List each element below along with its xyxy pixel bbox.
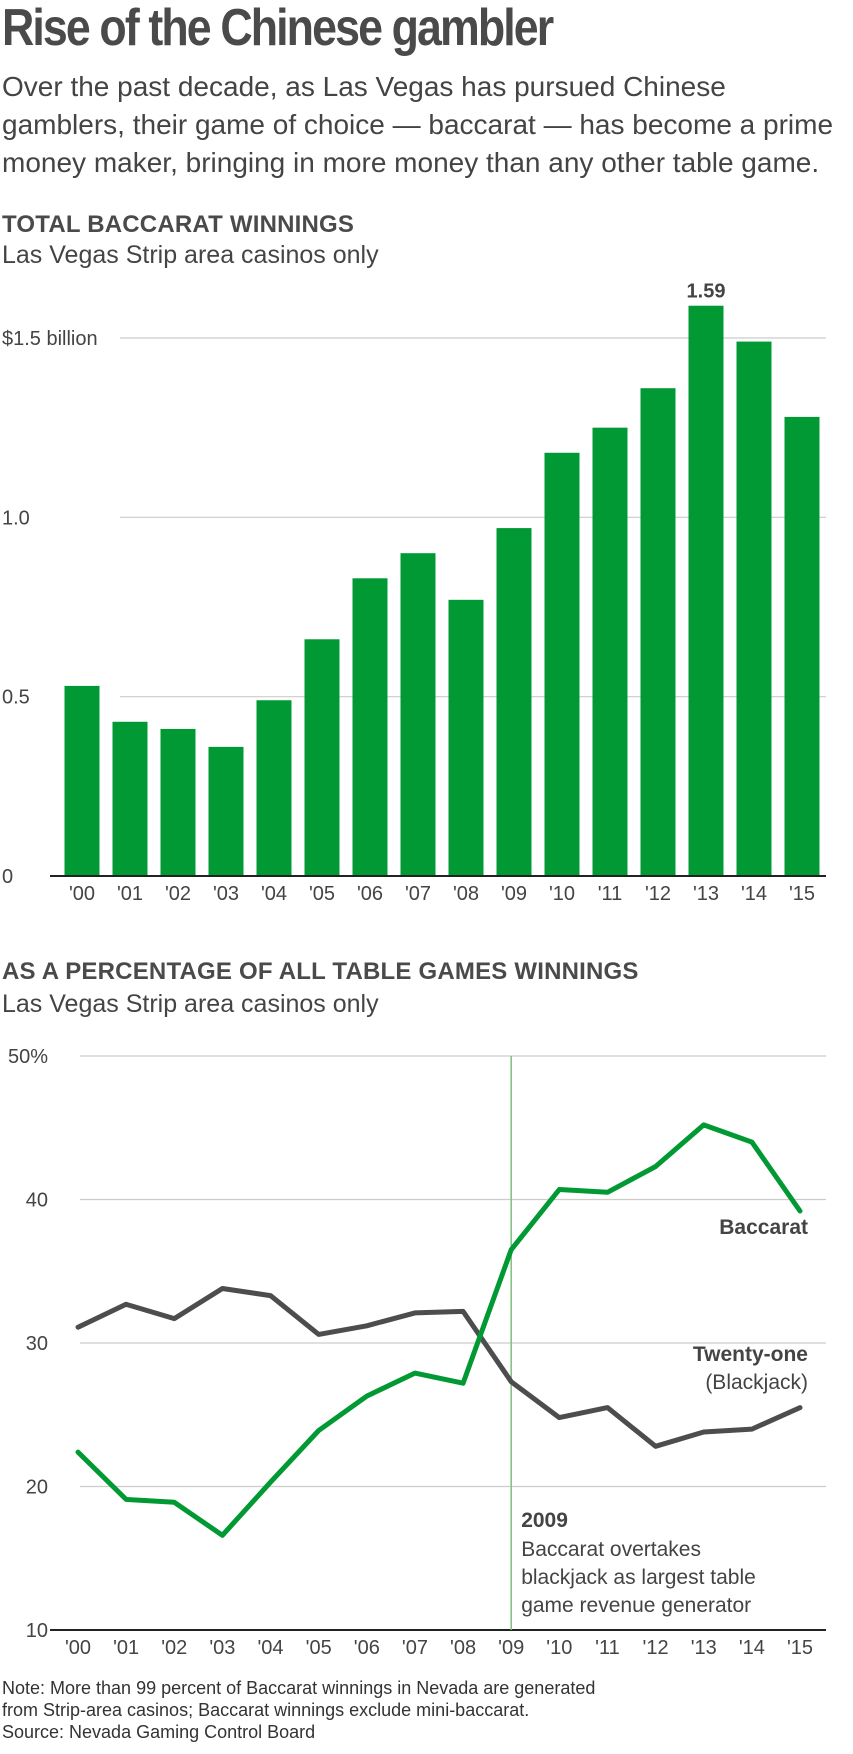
series-label-baccarat: Baccarat: [719, 1216, 808, 1239]
annotation-heading: 2009: [521, 1509, 568, 1532]
x-tick-label: '05: [309, 883, 335, 905]
series-label-twenty-one: Twenty-one: [693, 1343, 808, 1366]
x-tick-label: '05: [306, 1637, 332, 1659]
annotation-text: game revenue generator: [521, 1594, 751, 1617]
x-tick-label: '10: [546, 1637, 572, 1659]
x-tick-label: '00: [69, 883, 95, 905]
baccarat-line: [75, 1122, 803, 1538]
annotation-text: blackjack as largest table: [521, 1566, 756, 1589]
y-tick-label: 30: [26, 1333, 48, 1355]
x-tick-label: '11: [598, 883, 623, 905]
bar: [496, 528, 532, 876]
bar: [784, 416, 820, 876]
x-tick-label: '03: [213, 883, 239, 905]
line-chart: 10 20 30 40 50% '00 '01 '02 '03 '04 '05 '06 '07 '08 '0…: [8, 1046, 826, 1659]
page-title: Rise of the Chinese gambler: [2, 0, 554, 57]
bar: [112, 721, 148, 876]
bar: [64, 685, 100, 876]
bar: [400, 553, 436, 876]
bar-chart-title: TOTAL BACCARAT WINNINGS: [2, 211, 355, 238]
y-tick-label: $1.5 billion: [2, 328, 98, 350]
x-tick-label: '15: [787, 1637, 813, 1659]
x-tick-label: '14: [741, 883, 767, 905]
bar: [448, 599, 484, 876]
x-tick-label: '14: [739, 1637, 765, 1659]
blackjack-line: [75, 1286, 803, 1449]
source-line: Source: Nevada Gaming Control Board: [2, 1722, 316, 1742]
y-tick-label: 0: [2, 866, 13, 888]
x-tick-label: '12: [645, 883, 671, 905]
x-tick-label: '07: [402, 1637, 428, 1659]
y-tick-label: 40: [26, 1190, 48, 1212]
intro-text: Over the past decade, as Las Vegas has p…: [2, 71, 834, 178]
bar: [208, 746, 244, 876]
x-tick-label: '00: [65, 1637, 91, 1659]
bar: [544, 452, 580, 876]
bar: [304, 639, 340, 876]
y-tick-label: 10: [26, 1620, 48, 1642]
x-tick-label: '13: [691, 1637, 717, 1659]
y-tick-label: 0.5: [2, 687, 30, 709]
line-chart-subtitle: Las Vegas Strip area casinos only: [2, 990, 379, 1018]
x-tick-label: '09: [498, 1637, 524, 1659]
x-tick-label: '10: [549, 883, 575, 905]
series-label-blackjack: (Blackjack): [705, 1371, 808, 1394]
x-tick-label: '08: [453, 883, 479, 905]
annotation-text: Baccarat overtakes: [521, 1538, 701, 1561]
x-tick-label: '09: [501, 883, 527, 905]
data-label: 1.59: [687, 281, 726, 303]
bar: [352, 578, 388, 876]
line-chart-title: AS A PERCENTAGE OF ALL TABLE GAMES WINNI…: [2, 958, 639, 985]
y-tick-label: 1.0: [2, 507, 30, 529]
bar: [640, 388, 676, 876]
x-tick-label: '06: [354, 1637, 380, 1659]
y-tick-label: 50%: [8, 1046, 48, 1068]
x-tick-label: '04: [257, 1637, 283, 1659]
x-tick-label: '07: [405, 883, 431, 905]
y-tick-label: 20: [26, 1477, 48, 1499]
bar: [160, 728, 196, 876]
bar: [688, 305, 724, 877]
x-tick-label: '13: [693, 883, 719, 905]
x-tick-label: '15: [789, 883, 815, 905]
bar: [736, 341, 772, 876]
x-tick-label: '02: [161, 1637, 187, 1659]
x-tick-label: '04: [261, 883, 287, 905]
note-line: Note: More than 99 percent of Baccarat w…: [2, 1678, 596, 1698]
bar: [256, 700, 292, 876]
notes: Note: More than 99 percent of Baccarat w…: [2, 1677, 847, 1743]
bar-chart: 0 0.5 1.0 $1.5 billion '00 '01 '02 '03 '04 '05 '06…: [2, 281, 826, 905]
x-tick-label: '08: [450, 1637, 476, 1659]
x-tick-label: '01: [117, 883, 143, 905]
x-tick-label: '02: [165, 883, 191, 905]
bar: [592, 427, 628, 876]
bar-chart-subtitle: Las Vegas Strip area casinos only: [2, 241, 379, 269]
x-tick-label: '12: [643, 1637, 669, 1659]
note-line: from Strip-area casinos; Baccarat winnin…: [2, 1700, 530, 1720]
x-tick-label: '03: [209, 1637, 235, 1659]
x-tick-label: '01: [113, 1637, 139, 1659]
x-tick-label: '06: [357, 883, 383, 905]
x-tick-label: '11: [595, 1637, 620, 1659]
